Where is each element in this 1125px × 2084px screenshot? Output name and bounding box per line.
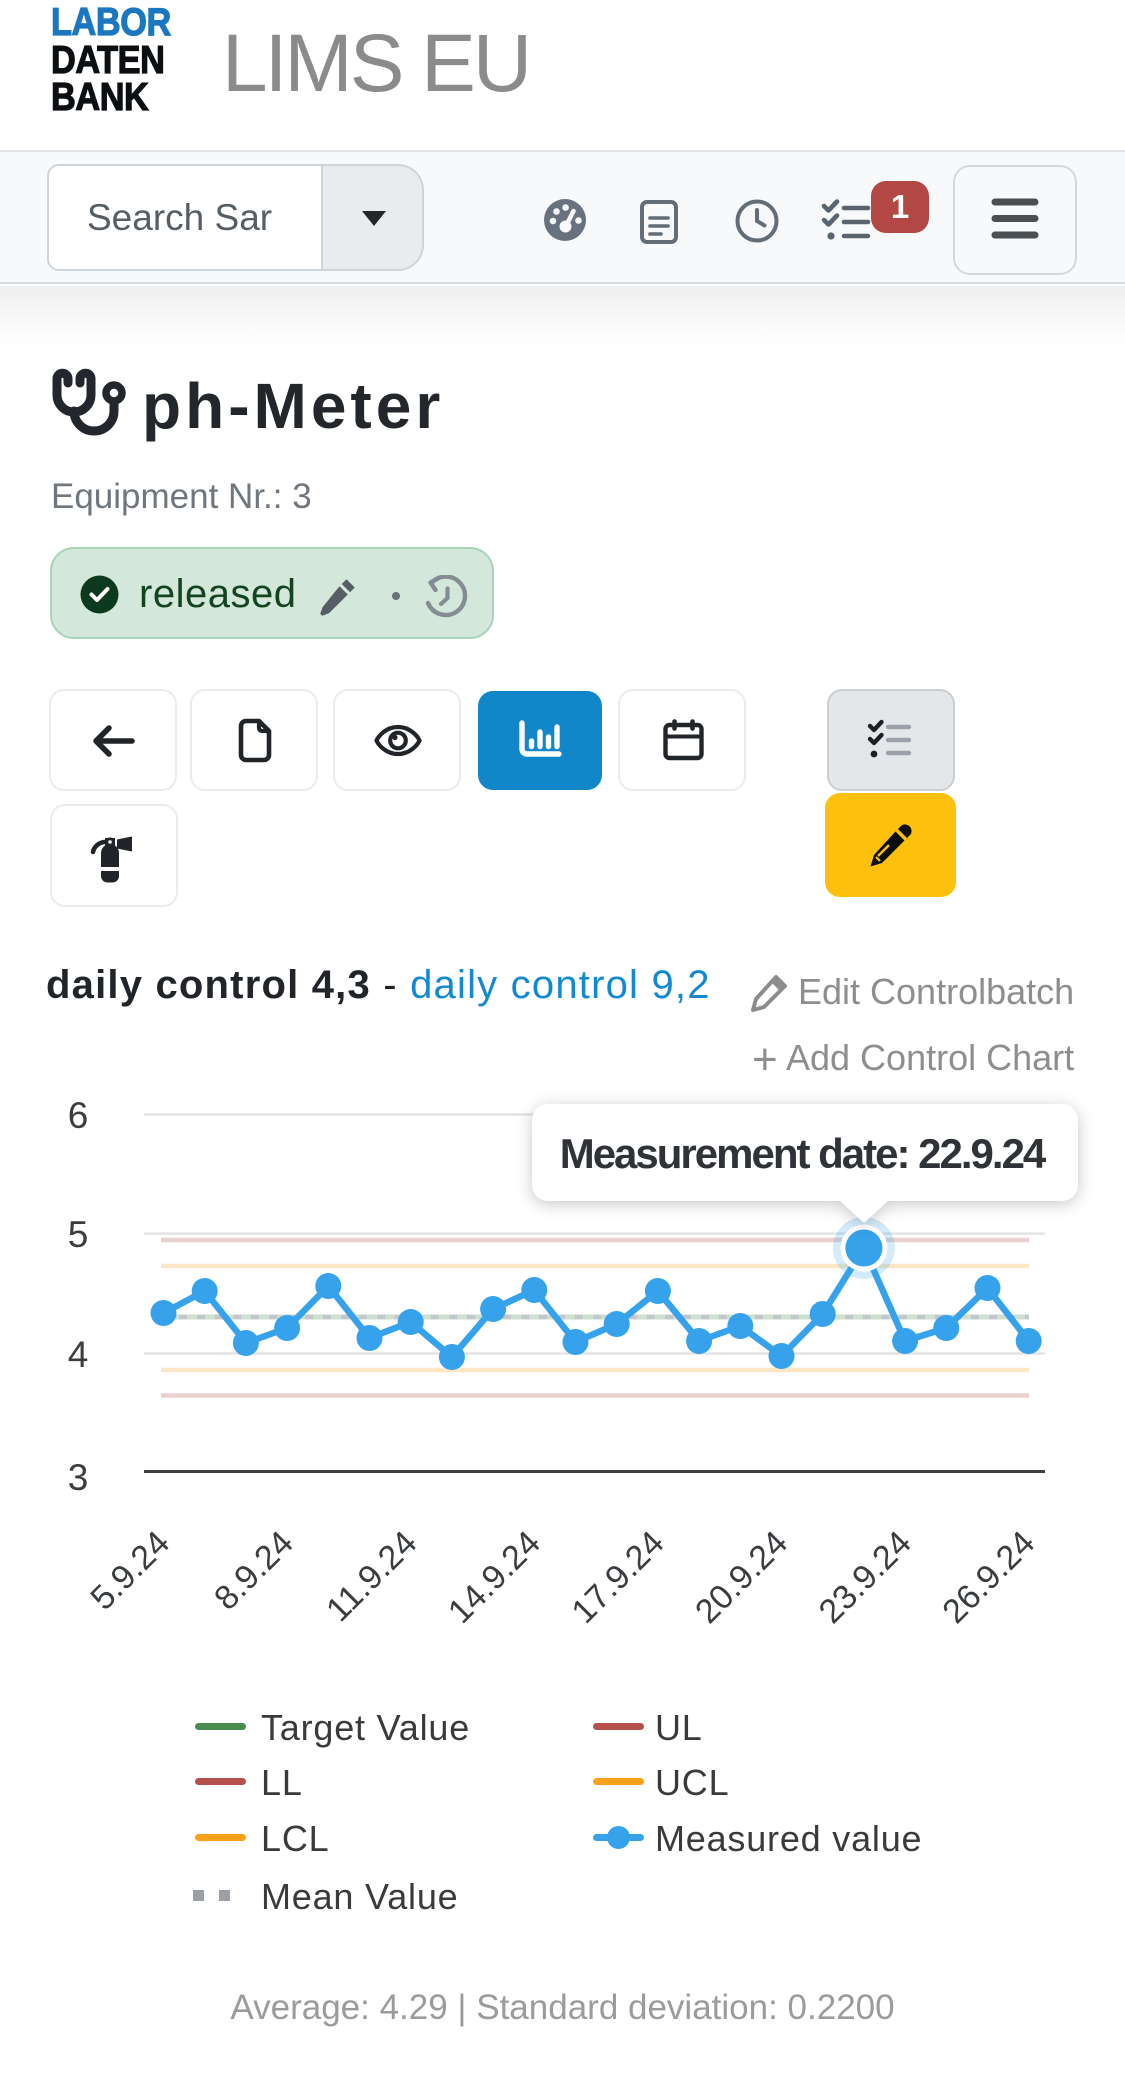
svg-text:Measurement date: 22.9.24: Measurement date: 22.9.24 <box>560 1130 1047 1177</box>
svg-text:23.9.24: 23.9.24 <box>812 1524 919 1631</box>
svg-text:26.9.24: 26.9.24 <box>935 1524 1042 1631</box>
svg-text:14.9.24: 14.9.24 <box>441 1524 548 1631</box>
svg-text:6: 6 <box>68 1095 89 1136</box>
svg-text:17.9.24: 17.9.24 <box>564 1524 671 1631</box>
svg-text:3: 3 <box>68 1457 89 1498</box>
svg-text:11.9.24: 11.9.24 <box>319 1524 424 1629</box>
svg-text:5.9.24: 5.9.24 <box>83 1524 177 1618</box>
svg-text:20.9.24: 20.9.24 <box>688 1524 795 1631</box>
svg-text:8.9.24: 8.9.24 <box>207 1524 301 1618</box>
svg-text:5: 5 <box>68 1214 89 1255</box>
svg-text:4: 4 <box>68 1334 89 1375</box>
